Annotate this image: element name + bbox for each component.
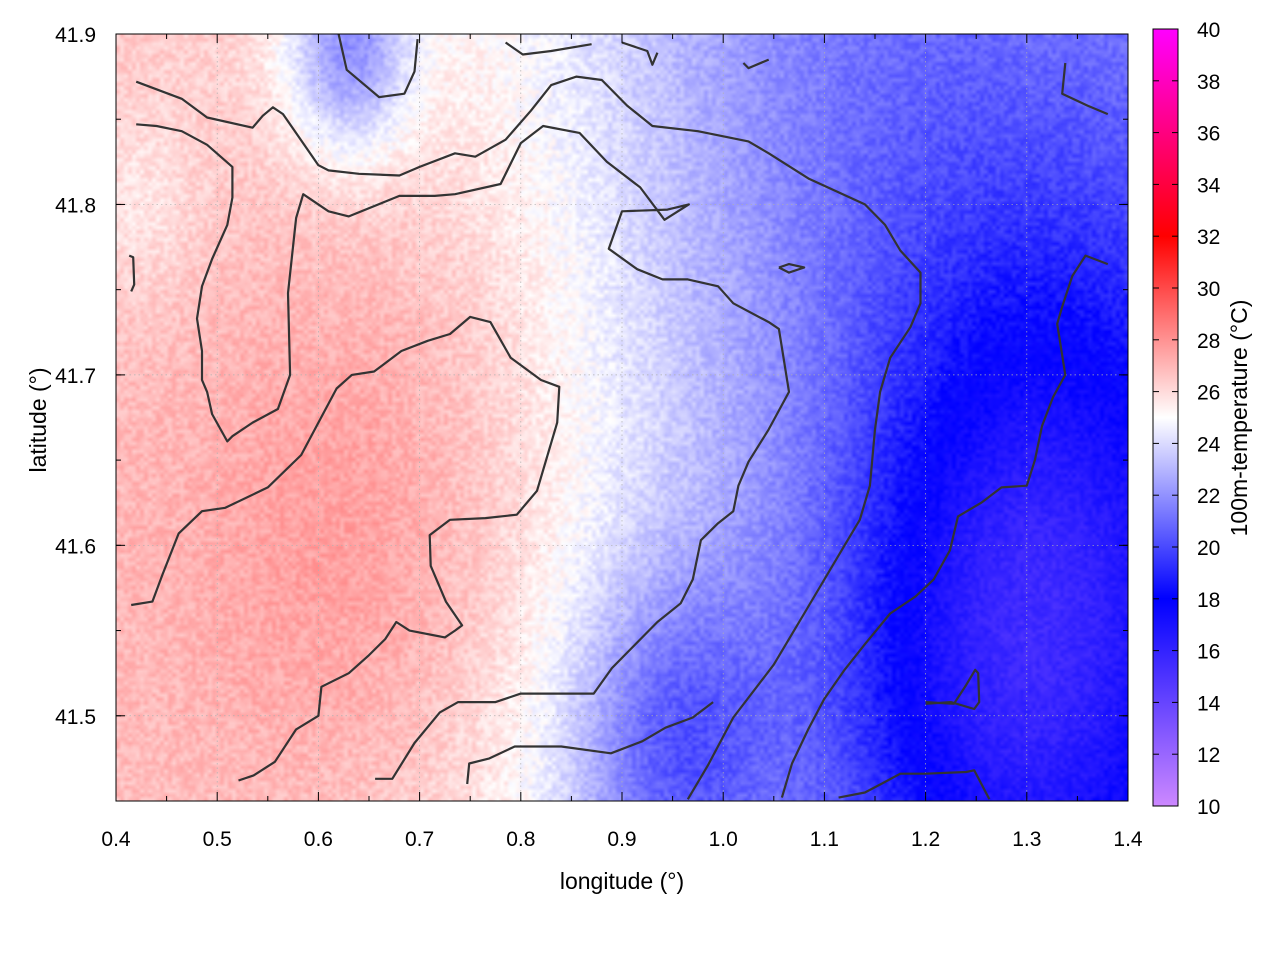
colorbar-tick-label: 26: [1197, 382, 1220, 405]
colorbar-tick-labels: 10 12 14 16 18 20 22 24 26 28 30 32 34 36 38 40: [1197, 19, 1221, 819]
colorbar-tick-label: 14: [1197, 692, 1221, 715]
x-tick-label: 1.3: [1012, 828, 1041, 851]
contour-line: [136, 123, 791, 780]
colorbar-tick-label: 22: [1197, 485, 1220, 508]
x-tick-label: 0.5: [203, 828, 232, 851]
contour-line: [131, 315, 561, 782]
x-tick-label: 1.2: [911, 828, 940, 851]
y-axis-tick-labels: 41.5 41.6 41.7 41.8 41.9: [55, 24, 96, 729]
colorbar-tick-label: 28: [1197, 330, 1220, 353]
contour-line: [778, 263, 806, 274]
x-tick-label: 0.8: [506, 828, 535, 851]
colorbar-tick-label: 20: [1197, 537, 1220, 560]
contour-line: [621, 41, 659, 66]
contour-line: [742, 58, 770, 70]
x-tick-label: 0.4: [101, 828, 131, 851]
contour-line: [1061, 62, 1109, 116]
colorbar-label: 100m-temperature (°C): [1226, 300, 1252, 537]
y-tick-label: 41.6: [55, 535, 96, 558]
contour-line: [504, 41, 592, 56]
colorbar-gradient: [1152, 28, 1179, 807]
y-tick-label: 41.7: [55, 365, 96, 388]
contour-line: [838, 769, 991, 800]
colorbar-tick-label: 30: [1197, 278, 1220, 301]
grid-lines: [116, 34, 1128, 801]
colorbar-tick-label: 16: [1197, 641, 1220, 664]
x-tick-label: 0.9: [607, 828, 636, 851]
colorbar-tick-label: 24: [1197, 433, 1221, 456]
x-tick-label: 0.6: [304, 828, 333, 851]
contour-line: [135, 75, 922, 800]
plot-area: [115, 33, 1129, 802]
x-tick-label: 1.4: [1113, 828, 1143, 851]
contour-line: [466, 701, 714, 785]
x-axis-tick-labels: 0.4 0.5 0.6 0.7 0.8 0.9 1.0 1.1 1.2 1.3 1.4: [101, 828, 1143, 851]
colorbar-ticks: [1153, 28, 1178, 807]
colorbar-tick-label: 10: [1197, 796, 1220, 819]
contour-lines: [128, 34, 1109, 800]
colorbar-tick-label: 32: [1197, 226, 1220, 249]
colorbar-tick-label: 40: [1197, 19, 1220, 42]
x-tick-label: 1.1: [810, 828, 839, 851]
contour-line: [337, 34, 419, 99]
y-tick-label: 41.9: [55, 24, 96, 47]
y-tick-label: 41.8: [55, 194, 96, 217]
contour-line: [780, 254, 1109, 798]
y-tick-label: 41.5: [55, 706, 96, 729]
colorbar-tick-label: 12: [1197, 744, 1220, 767]
x-tick-label: 1.0: [709, 828, 738, 851]
colorbar-tick-label: 38: [1197, 71, 1220, 94]
contour-line: [925, 668, 981, 711]
contour-line: [128, 254, 136, 292]
x-tick-label: 0.7: [405, 828, 434, 851]
axis-ticks: [115, 33, 1129, 801]
colorbar-tick-label: 34: [1197, 174, 1221, 197]
colorbar: 10 12 14 16 18 20 22 24 26 28 30 32 34 36 38 40: [1152, 19, 1221, 819]
y-axis-label: latitude (°): [25, 367, 51, 472]
colorbar-tick-label: 18: [1197, 589, 1220, 612]
x-axis-label: longitude (°): [560, 868, 684, 894]
colorbar-tick-label: 36: [1197, 123, 1220, 146]
